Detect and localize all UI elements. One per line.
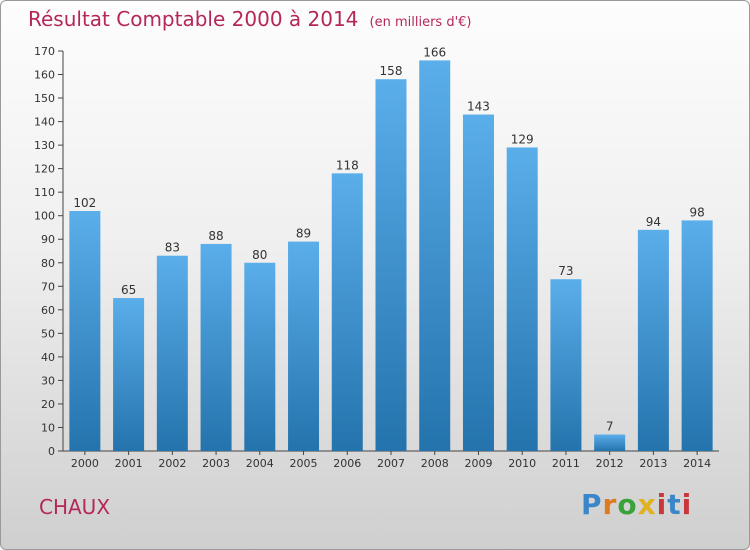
chart-title: Résultat Comptable 2000 à 2014 [28,7,359,31]
y-tick-label: 170 [34,45,55,58]
proxiti-logo: Proxiti [581,488,692,521]
data-label: 166 [423,45,446,59]
x-tick-label: 2009 [464,457,492,470]
x-tick-label: 2007 [377,457,405,470]
bar [419,60,451,451]
y-tick-label: 0 [48,445,55,458]
bar [113,298,145,451]
x-tick-label: 2005 [290,457,318,470]
y-tick-label: 160 [34,69,55,82]
logo-letter: x [637,488,657,521]
data-label: 158 [380,64,403,78]
y-tick-label: 120 [34,163,55,176]
x-tick-label: 2006 [333,457,361,470]
x-tick-label: 2008 [421,457,449,470]
bar [550,279,582,451]
x-tick-label: 2001 [115,457,143,470]
y-tick-label: 30 [41,374,55,387]
data-label: 143 [467,100,490,114]
bar [69,211,101,451]
y-tick-label: 80 [41,257,55,270]
logo-letter: r [602,488,618,521]
data-label: 89 [296,227,311,241]
x-tick-label: 2012 [596,457,624,470]
x-tick-label: 2011 [552,457,580,470]
data-label: 7 [606,420,614,434]
bar [681,220,713,451]
y-tick-label: 130 [34,139,55,152]
logo-letter: t [667,488,682,521]
x-tick-label: 2010 [508,457,536,470]
x-tick-label: 2013 [639,457,667,470]
data-label: 65 [121,283,136,297]
bar [506,147,538,451]
y-tick-label: 100 [34,210,55,223]
logo-letter: P [581,488,603,521]
x-tick-label: 2003 [202,457,230,470]
y-tick-label: 140 [34,116,55,129]
y-tick-label: 150 [34,92,55,105]
data-label: 98 [689,205,704,219]
bar [637,229,669,451]
chart-unit: (en milliers d'€) [369,15,472,30]
bar [375,79,407,451]
bar [244,262,276,451]
y-tick-label: 50 [41,327,55,340]
data-label: 129 [511,132,534,146]
data-label: 118 [336,158,359,172]
y-tick-label: 40 [41,351,55,364]
data-label: 102 [73,196,96,210]
data-label: 83 [165,241,180,255]
data-label: 80 [252,248,267,262]
bar [288,241,320,451]
y-tick-label: 70 [41,280,55,293]
data-label: 88 [208,229,223,243]
bar [331,173,363,451]
chart-title-block: Résultat Comptable 2000 à 2014 (en milli… [28,7,471,31]
logo-letter: o [617,488,638,521]
y-tick-label: 60 [41,304,55,317]
bar [594,434,626,451]
y-tick-label: 20 [41,398,55,411]
x-tick-label: 2014 [683,457,711,470]
bar [156,255,188,451]
commune-name: CHAUX [39,495,111,519]
x-tick-label: 2004 [246,457,274,470]
y-tick-label: 90 [41,233,55,246]
data-label: 94 [646,215,661,229]
y-tick-label: 110 [34,186,55,199]
logo-letter: i [656,488,668,521]
x-tick-label: 2002 [158,457,186,470]
y-tick-label: 10 [41,421,55,434]
x-tick-label: 2000 [71,457,99,470]
logo-letter: i [681,488,693,521]
bar [462,114,494,451]
data-label: 73 [558,264,573,278]
bar [200,243,232,451]
